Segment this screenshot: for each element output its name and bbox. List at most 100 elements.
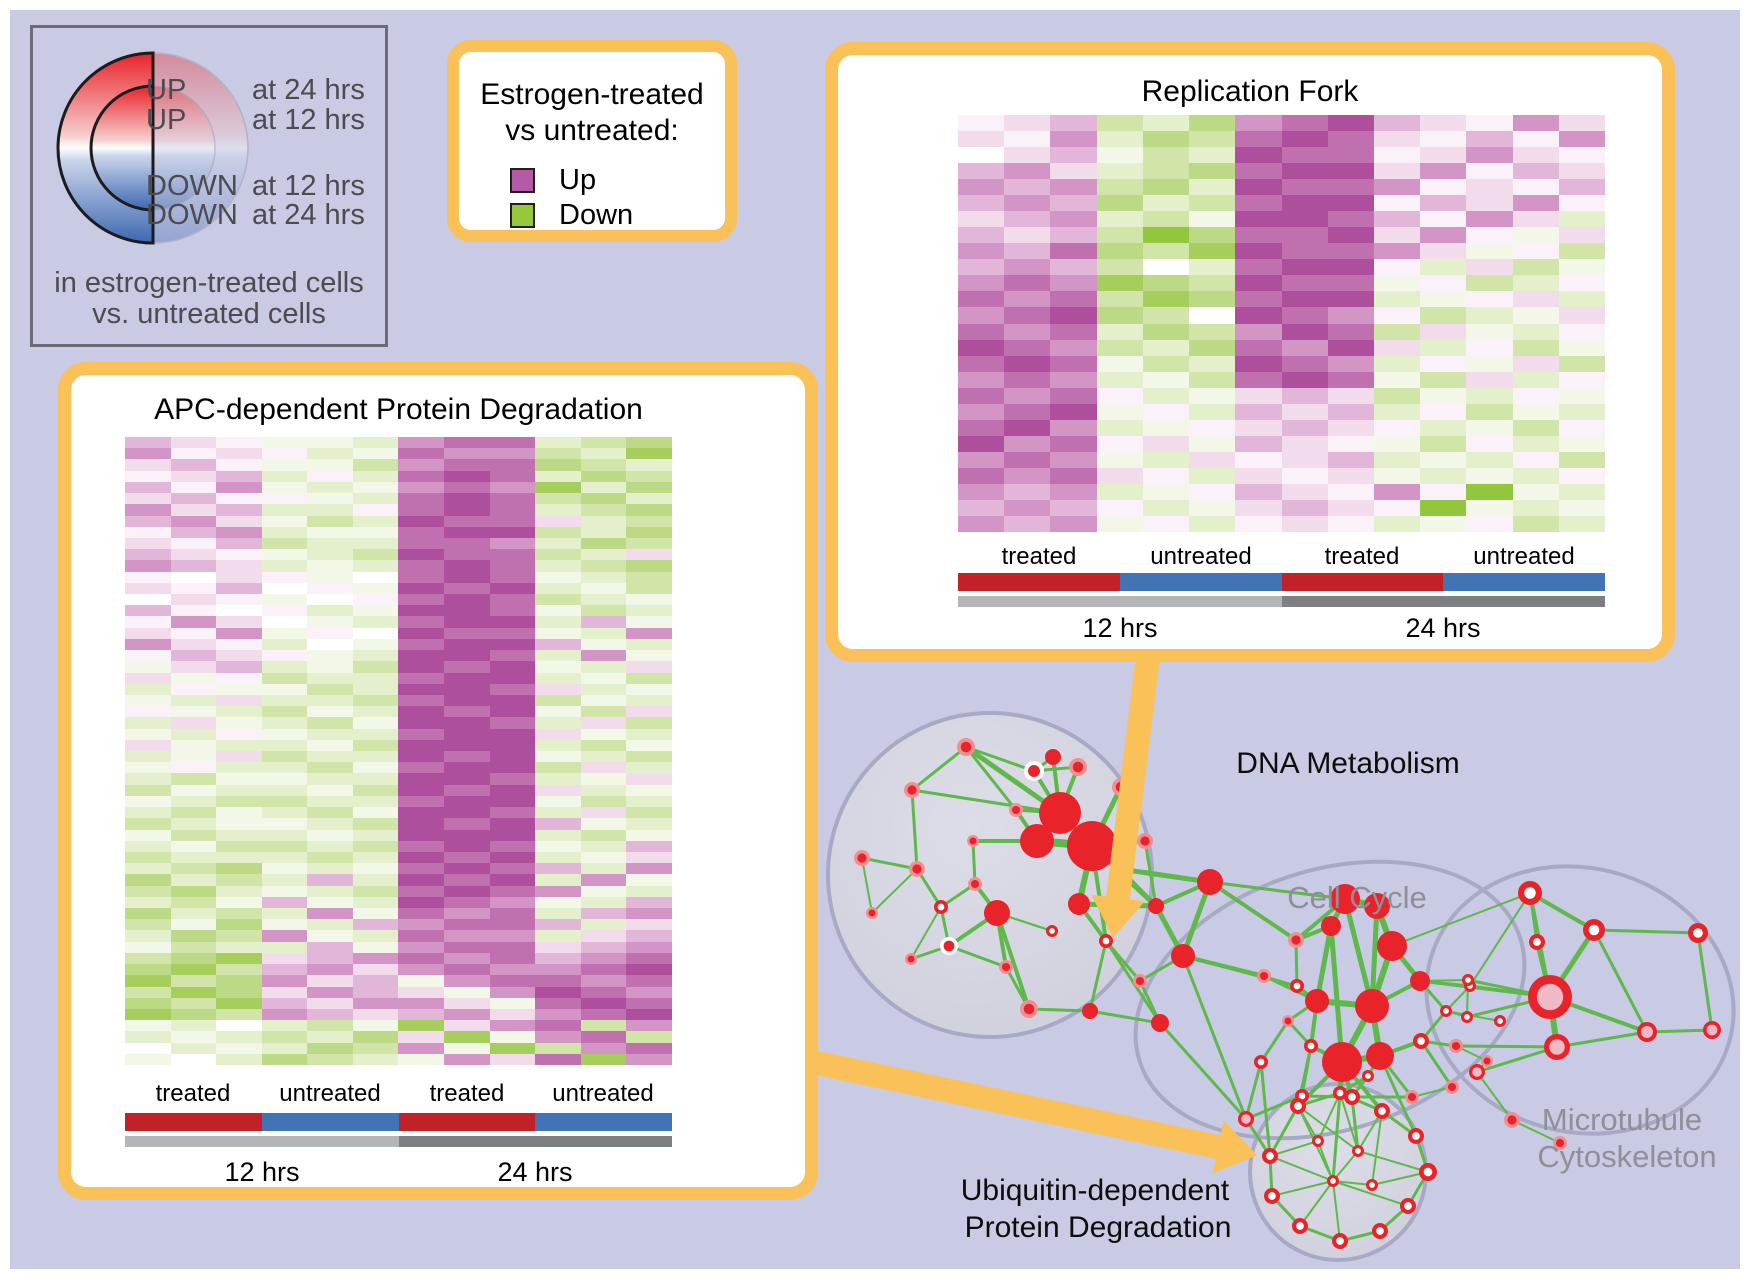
network-edge bbox=[1208, 880, 1347, 901]
gene-node bbox=[1330, 884, 1360, 914]
cell-cycle-cluster bbox=[1133, 859, 1527, 1141]
network-edge bbox=[1317, 1092, 1341, 1142]
network-edge bbox=[971, 839, 977, 886]
gene-node bbox=[1304, 1039, 1318, 1053]
down-label: Down bbox=[559, 198, 634, 231]
gene-node bbox=[1282, 1015, 1294, 1027]
ubiquitin-label-line1: Ubiquitin-dependent bbox=[961, 1174, 1230, 1207]
gene-node bbox=[1413, 1033, 1429, 1049]
rf-24hrs-label: 24 hrs bbox=[1405, 613, 1481, 643]
network-edge bbox=[861, 857, 873, 914]
gene-node bbox=[934, 900, 948, 914]
up-color-swatch bbox=[510, 167, 535, 193]
gene-node bbox=[1481, 1055, 1493, 1067]
legend-footer-line1: in estrogen-treated cells bbox=[54, 267, 364, 299]
network-edge bbox=[1104, 939, 1162, 1025]
gene-node bbox=[967, 835, 979, 847]
inner-ring-left-half bbox=[89, 84, 155, 212]
gene-node bbox=[1262, 1148, 1278, 1164]
untreated-bar-segment bbox=[535, 1113, 672, 1131]
network-edge bbox=[1297, 1105, 1359, 1152]
gene-node bbox=[905, 953, 917, 965]
cell-cycle-label: Cell Cycle bbox=[1287, 880, 1427, 915]
gene-node bbox=[1039, 792, 1081, 834]
untreated-bar-segment bbox=[261, 1113, 399, 1131]
direction-label: UP bbox=[146, 104, 187, 136]
gene-node bbox=[1583, 919, 1605, 941]
network-edge bbox=[1454, 1044, 1559, 1049]
legend-row-up-12: UP at 12 hrs bbox=[146, 105, 386, 135]
gene-node bbox=[1333, 1086, 1347, 1100]
gene-node bbox=[1688, 923, 1708, 943]
network-edge bbox=[1271, 1180, 1334, 1197]
direction-label: UP bbox=[146, 74, 187, 106]
network-edge bbox=[1244, 1094, 1304, 1121]
gene-node bbox=[1148, 898, 1164, 914]
network-edge bbox=[1476, 1071, 1513, 1121]
apc-title: APC-dependent Protein Degradation bbox=[154, 393, 643, 426]
network-edge bbox=[1592, 928, 1649, 1034]
network-edge bbox=[1300, 1044, 1313, 1098]
bar-12hrs bbox=[958, 596, 1282, 607]
network-edge bbox=[1299, 1180, 1334, 1227]
network-edge bbox=[871, 868, 918, 914]
up-label: Up bbox=[559, 163, 597, 196]
network-edge bbox=[1027, 1007, 1092, 1013]
rf-group-label-treated-24: treated bbox=[1324, 543, 1400, 570]
gene-node bbox=[1553, 1136, 1567, 1150]
network-edge bbox=[995, 911, 1031, 1011]
network-edge bbox=[1259, 1060, 1272, 1158]
bar-12hrs bbox=[125, 1136, 399, 1147]
microtubule-label-line2: Cytoskeleton bbox=[1537, 1139, 1716, 1174]
gene-node bbox=[1067, 821, 1117, 871]
gene-node bbox=[1419, 1163, 1437, 1181]
gene-node bbox=[1377, 931, 1407, 961]
time-label: at 24 hrs bbox=[252, 74, 365, 106]
gene-node bbox=[1046, 925, 1058, 937]
network-edge bbox=[1259, 1019, 1290, 1064]
gene-node bbox=[1292, 1218, 1308, 1234]
gene-node bbox=[1020, 824, 1054, 858]
network-edge bbox=[1328, 923, 1345, 1065]
gene-node bbox=[1344, 1089, 1360, 1105]
gene-node bbox=[854, 850, 870, 866]
network-edge bbox=[947, 944, 1008, 969]
apc-panel: APC-dependent Protein Degradation treate… bbox=[58, 362, 818, 1200]
network-edge bbox=[1268, 1104, 1300, 1158]
legend-footer-line2: vs. untreated cells bbox=[92, 298, 326, 330]
network-edge bbox=[1332, 1180, 1341, 1242]
gene-node bbox=[984, 900, 1010, 926]
gene-node bbox=[940, 937, 958, 955]
network-edge bbox=[964, 745, 1036, 773]
gene-node bbox=[1374, 1103, 1390, 1119]
estrogen-legend-title-line2: vs untreated: bbox=[505, 114, 679, 147]
network-edge bbox=[1342, 896, 1375, 1009]
gene-node bbox=[1410, 971, 1430, 991]
gene-node bbox=[904, 782, 920, 798]
connector-arrow-shaft bbox=[809, 1050, 1221, 1159]
apc-treatment-bar bbox=[125, 1113, 672, 1131]
gene-node bbox=[1321, 916, 1341, 936]
gene-node bbox=[1362, 1070, 1374, 1082]
gene-node bbox=[1405, 1090, 1419, 1104]
replication-fork-title: Replication Fork bbox=[1141, 75, 1359, 108]
network-edge bbox=[1088, 1009, 1162, 1025]
time-label: at 12 hrs bbox=[252, 170, 365, 202]
gene-nodes bbox=[854, 738, 1721, 1249]
direction-label: DOWN bbox=[146, 199, 238, 231]
gene-node bbox=[1494, 1015, 1506, 1027]
gene-node bbox=[1469, 1064, 1485, 1080]
inner-ring-right-half bbox=[152, 85, 216, 211]
legend-item-down: Down bbox=[510, 198, 634, 231]
connector-arrow-head bbox=[1212, 1120, 1258, 1174]
gene-node bbox=[1009, 803, 1023, 817]
gene-node bbox=[1544, 1034, 1570, 1060]
network-edge bbox=[1339, 1092, 1359, 1152]
gene-node bbox=[1257, 969, 1271, 983]
network-edge bbox=[1555, 1030, 1649, 1049]
network-edge bbox=[1419, 1039, 1454, 1089]
microtubule-label-line1: Microtubule bbox=[1542, 1102, 1702, 1137]
network-edge bbox=[1158, 1021, 1248, 1121]
